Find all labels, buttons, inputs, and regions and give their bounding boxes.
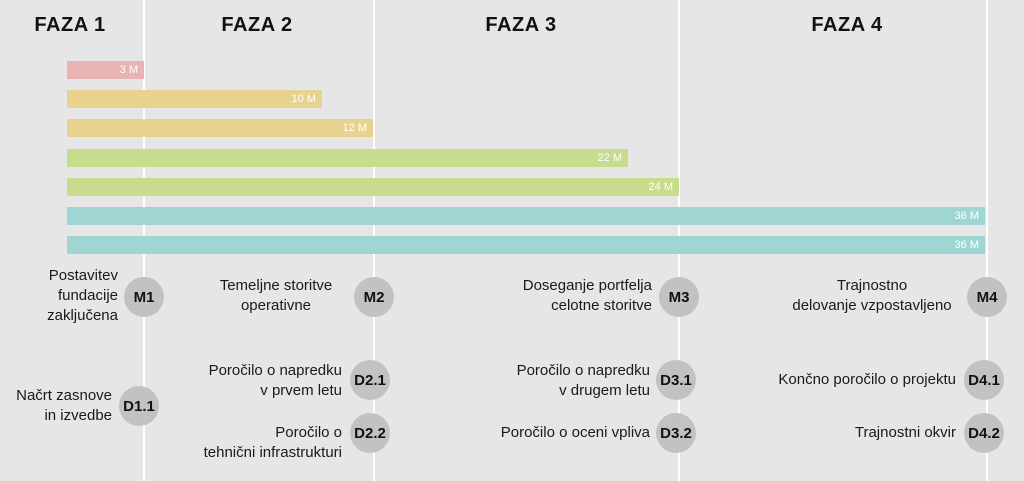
milestone-m2-line-1: Temeljne storitve — [219, 277, 333, 294]
milestone-m1-line-3: zaključena — [47, 307, 118, 324]
timeline-bar-7: 36 M — [67, 236, 985, 254]
deliverable-d4-1-badge: D4.1 — [964, 360, 1004, 400]
timeline-bar-2: 10 M — [67, 90, 322, 108]
phase-title-1: FAZA 1 — [34, 14, 106, 36]
timeline-bar-4: 22 M — [67, 149, 628, 167]
deliverable-d4-1-line-1: Končno poročilo o projektu — [778, 371, 956, 388]
deliverable-d4-2-label: Trajnostni okvir — [855, 423, 956, 443]
deliverable-d2-2-line-1: Poročilo o — [275, 424, 342, 441]
milestone-m3-line-1: Doseganje portfelja — [522, 277, 652, 294]
milestone-m1-line-2: fundacije — [57, 287, 118, 304]
milestone-m2-label: Temeljne storitve operativne — [196, 276, 356, 316]
deliverable-d3-1-badge: D3.1 — [656, 360, 696, 400]
deliverable-d2-1-badge: D2.1 — [350, 360, 390, 400]
deliverable-d2-2-badge: D2.2 — [350, 413, 390, 453]
deliverable-d2-2-label: Poročilo o tehnični infrastrukturi — [204, 423, 342, 463]
timeline-bar-6: 36 M — [67, 207, 985, 225]
timeline-bar-3: 12 M — [67, 119, 373, 137]
deliverable-d2-2-line-2: tehnični infrastrukturi — [203, 444, 342, 461]
deliverable-d3-2-label: Poročilo o oceni vpliva — [501, 423, 650, 443]
milestone-m4-line-1: Trajnostno — [836, 277, 908, 294]
phase-title-4: FAZA 4 — [811, 14, 883, 36]
deliverable-d3-2-line-1: Poročilo o oceni vpliva — [500, 424, 650, 441]
deliverable-d3-1-line-1: Poročilo o napredku — [516, 362, 650, 379]
deliverable-d4-1-label: Končno poročilo o projektu — [778, 370, 956, 390]
milestone-m4-label: Trajnostno delovanje vzpostavljeno — [772, 276, 972, 316]
milestone-m1-badge: M1 — [124, 277, 164, 317]
deliverable-d2-1-line-2: v prvem letu — [260, 382, 342, 399]
phase-title-3: FAZA 3 — [485, 14, 557, 36]
milestone-m1-line-1: Postavitev — [48, 267, 118, 284]
milestone-m4-badge: M4 — [967, 277, 1007, 317]
deliverable-d1-1-line-2: in izvedbe — [44, 407, 112, 424]
deliverable-d1-1-line-1: Načrt zasnove — [16, 387, 112, 404]
deliverable-d4-2-badge: D4.2 — [964, 413, 1004, 453]
deliverable-d1-1-label: Načrt zasnove in izvedbe — [16, 386, 112, 426]
milestone-m3-label: Doseganje portfelja celotne storitve — [523, 276, 652, 316]
milestone-m3-line-2: celotne storitve — [551, 297, 652, 314]
deliverable-d3-1-label: Poročilo o napredku v drugem letu — [517, 361, 650, 401]
deliverable-d4-2-line-1: Trajnostni okvir — [854, 424, 956, 441]
deliverable-d3-1-line-2: v drugem letu — [559, 382, 650, 399]
milestone-m2-line-2: operativne — [240, 297, 312, 314]
milestone-m4-line-2: delovanje vzpostavljeno — [792, 297, 952, 314]
deliverable-d1-1-badge: D1.1 — [119, 386, 159, 426]
timeline-bar-5: 24 M — [67, 178, 679, 196]
phase-title-2: FAZA 2 — [221, 14, 293, 36]
deliverable-d2-1-label: Poročilo o napredku v prvem letu — [209, 361, 342, 401]
deliverable-d2-1-line-1: Poročilo o napredku — [208, 362, 342, 379]
milestone-m2-badge: M2 — [354, 277, 394, 317]
milestone-m1-label: Postavitev fundacije zaključena — [47, 266, 118, 326]
timeline-bar-1: 3 M — [67, 61, 144, 79]
deliverable-d3-2-badge: D3.2 — [656, 413, 696, 453]
phase-divider-4 — [986, 0, 988, 481]
milestone-m3-badge: M3 — [659, 277, 699, 317]
